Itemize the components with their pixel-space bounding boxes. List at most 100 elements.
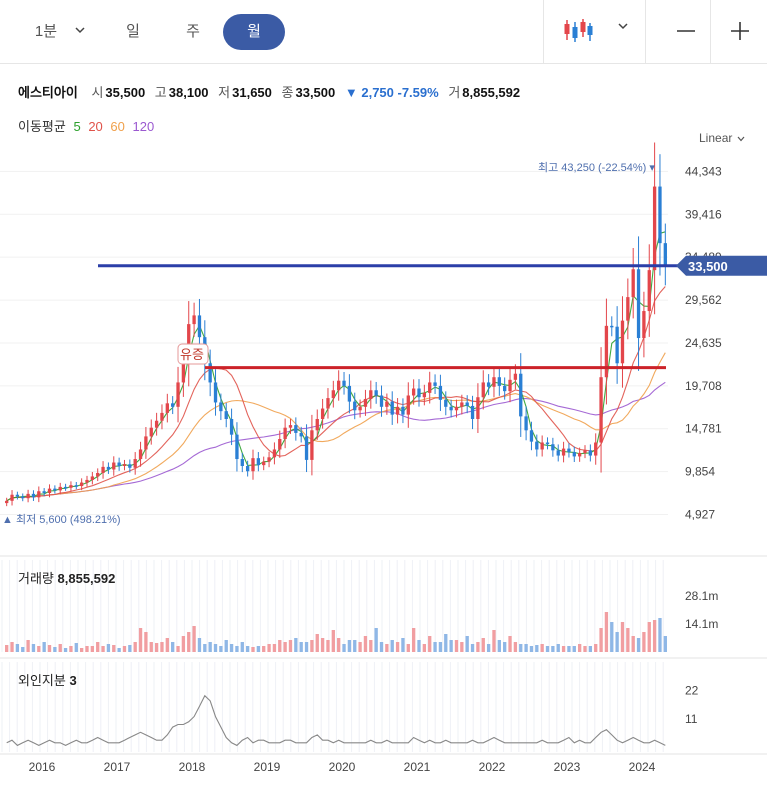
foreign-tick-label: 22 [685, 683, 699, 697]
toolbar-divider [710, 0, 711, 64]
volume-bar [599, 628, 603, 652]
candle-body [513, 373, 518, 380]
scale-mode-toggle[interactable]: Linear [699, 131, 746, 145]
volume-bar [149, 642, 153, 652]
volume-bar [363, 636, 368, 652]
candle-body [519, 373, 523, 417]
candle-body [347, 385, 352, 402]
change-value: ▼ 2,750 -7.59% [344, 85, 439, 100]
volume-bar [144, 632, 148, 652]
candle-body [74, 485, 78, 487]
candle-body [358, 406, 362, 411]
candle-body [588, 450, 593, 456]
interval-week-button[interactable]: 주 [186, 23, 200, 40]
candle-body [117, 462, 121, 467]
minus-icon[interactable] [675, 20, 697, 42]
candle-body [149, 427, 153, 437]
volume-bar [422, 644, 427, 652]
interval-day-button[interactable]: 일 [126, 23, 140, 40]
moving-average-legend[interactable]: 이동평균 5 20 60 120 [18, 116, 158, 135]
candle-body [610, 325, 614, 328]
y-tick-label: 44,343 [685, 164, 722, 178]
volume-bar [42, 642, 46, 652]
high-value: 38,100 [168, 85, 209, 100]
candle-body [310, 430, 314, 460]
x-tick-label: 2023 [554, 760, 581, 774]
x-tick-label: 2024 [629, 760, 656, 774]
candle-body [369, 390, 373, 399]
ma-legend-title: 이동평균 [18, 119, 66, 134]
candle-body [5, 500, 9, 504]
volume-bar [278, 640, 282, 652]
candle-body [561, 448, 566, 456]
candle-body [636, 269, 641, 339]
candlestick-icon[interactable] [562, 18, 594, 44]
volume-bar [79, 648, 84, 652]
candle-body [181, 363, 186, 383]
volume-bar [508, 636, 512, 652]
interval-month-button[interactable]: 월 [223, 14, 285, 50]
candle-body [144, 436, 148, 450]
foreign-panel-value: 3 [69, 673, 77, 688]
volume-bar [26, 640, 30, 652]
quote-summary: 에스티아이 시 35,500 고 38,100 저 31,650 종 33,500 ▼ … [18, 82, 526, 101]
volume-bar [385, 644, 389, 652]
volume-bar [567, 646, 571, 652]
volume-bar [454, 640, 459, 652]
chevron-down-icon[interactable] [72, 22, 88, 38]
candle-body [320, 408, 325, 419]
x-tick-label: 2021 [404, 760, 431, 774]
candle-body [647, 270, 651, 312]
candle-body [503, 385, 507, 392]
volume-bar [5, 645, 9, 652]
volume-bar [326, 640, 330, 652]
volume-bar [438, 642, 443, 652]
candle-body [288, 425, 293, 428]
plus-icon[interactable] [729, 20, 751, 42]
volume-bar [299, 642, 303, 652]
x-tick-label: 2016 [29, 760, 56, 774]
ma-5-line [6, 231, 666, 502]
volume-bar [615, 632, 619, 652]
volume-bar [181, 636, 186, 652]
candle-body [417, 388, 421, 398]
volume-bar [256, 646, 261, 652]
y-tick-label: 14,781 [685, 422, 722, 436]
rights-offering-marker: 유증 [177, 343, 209, 365]
volume-bar [572, 646, 576, 652]
volume-bar [529, 646, 534, 652]
candle-body [583, 450, 587, 453]
candle-body [577, 452, 582, 457]
volume-bar [481, 638, 485, 652]
volume-bar [203, 644, 207, 652]
volume-bar [652, 620, 657, 652]
candle-body [524, 416, 528, 431]
chevron-down-icon[interactable] [615, 18, 631, 34]
foreign-panel-title: 외인지분 3 [18, 670, 77, 689]
volume-bar [353, 640, 357, 652]
close-value: 33,500 [295, 85, 336, 100]
candle-body [15, 494, 20, 497]
volume-bar [74, 643, 78, 652]
candle-body [567, 448, 571, 453]
volume-bar [561, 646, 566, 652]
volume-bar [395, 642, 400, 652]
candle-body [626, 297, 630, 321]
candle-body [385, 401, 389, 407]
toolbar-divider [645, 0, 646, 64]
candle-body [379, 395, 384, 407]
volume-bar [235, 646, 239, 652]
volume-bar [417, 640, 421, 652]
volume-tick-label: 28.1m [685, 589, 718, 603]
candle-body [160, 412, 164, 421]
volume-bar [379, 642, 384, 652]
volume-bar [219, 646, 223, 652]
marker-box [177, 343, 209, 365]
volume-bar [556, 644, 560, 652]
interval-minute-button[interactable]: 1분 [34, 23, 58, 40]
volume-bar [465, 636, 469, 652]
volume-bar [503, 642, 507, 652]
candle-body [460, 402, 464, 407]
candle-body [433, 382, 437, 386]
